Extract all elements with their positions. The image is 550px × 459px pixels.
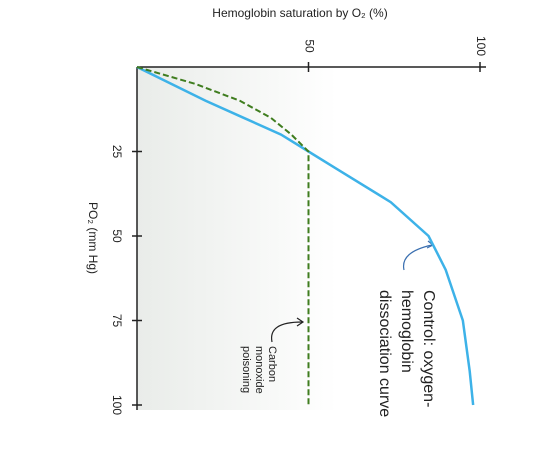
tick-label: 75	[110, 314, 124, 328]
series-annotation: poisoning	[240, 346, 252, 393]
series-line	[136, 66, 310, 405]
series-annotation: hemoglobin	[398, 290, 415, 373]
tick-label: 50	[110, 229, 124, 243]
annotation-arrow	[402, 244, 433, 271]
series-annotation: Carbon	[266, 346, 278, 382]
annotation-arrowhead	[296, 317, 305, 327]
series-annotation: dissociation curve	[376, 290, 393, 417]
series-annotation: monoxide	[253, 346, 265, 394]
tick-label: 100	[474, 36, 488, 56]
axis-label: PO₂ (mm Hg)	[86, 202, 100, 274]
axis-title: Hemoglobin saturation by O₂ (%)	[212, 6, 387, 20]
tick-label: 100	[110, 395, 124, 415]
series-annotation: Control: oxygen-	[420, 290, 437, 407]
annotation-arrow	[270, 321, 303, 343]
tick-label: 25	[110, 145, 124, 159]
series-line	[136, 65, 475, 406]
tick-label: 50	[302, 39, 316, 53]
background-shade	[137, 67, 337, 410]
